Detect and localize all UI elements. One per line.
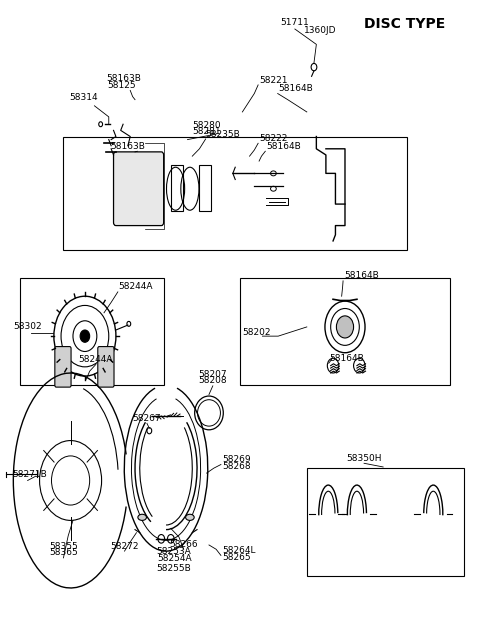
- Text: 58244A: 58244A: [79, 355, 113, 364]
- Text: 58125: 58125: [108, 81, 136, 90]
- Ellipse shape: [138, 514, 146, 520]
- Bar: [240, 278, 450, 385]
- FancyBboxPatch shape: [114, 152, 164, 226]
- Text: 58207: 58207: [199, 370, 227, 378]
- Bar: [199, 165, 211, 212]
- Bar: [21, 278, 164, 385]
- Text: 58265: 58265: [222, 553, 251, 562]
- Text: 58208: 58208: [199, 376, 227, 385]
- Bar: [63, 136, 407, 250]
- Text: 58222: 58222: [259, 135, 288, 143]
- Text: 58253A: 58253A: [157, 547, 192, 556]
- FancyBboxPatch shape: [55, 347, 71, 387]
- Circle shape: [336, 316, 354, 338]
- Text: 58268: 58268: [222, 462, 251, 471]
- Text: 58281: 58281: [192, 127, 221, 136]
- Text: 58314: 58314: [69, 93, 98, 102]
- Ellipse shape: [186, 514, 194, 520]
- Text: 58254A: 58254A: [157, 555, 192, 563]
- Text: 58365: 58365: [49, 549, 78, 557]
- Text: 51711: 51711: [280, 18, 309, 27]
- Text: 58355: 58355: [49, 542, 78, 550]
- Text: 58272: 58272: [110, 542, 139, 550]
- Text: 58164B: 58164B: [330, 354, 364, 363]
- Text: 58266: 58266: [169, 540, 198, 549]
- Text: 58269: 58269: [222, 455, 251, 464]
- Text: 58164B: 58164B: [344, 271, 379, 280]
- Text: 58350H: 58350H: [347, 453, 382, 463]
- Circle shape: [80, 330, 90, 342]
- Text: 58264L: 58264L: [222, 546, 255, 555]
- Text: 58267: 58267: [132, 414, 161, 423]
- Text: 58164B: 58164B: [266, 143, 301, 151]
- Text: 58163B: 58163B: [107, 74, 142, 83]
- Text: 58255B: 58255B: [157, 564, 192, 573]
- Text: 58202: 58202: [242, 328, 271, 337]
- Text: 58221: 58221: [259, 76, 288, 85]
- Bar: [171, 165, 183, 212]
- Text: 58235B: 58235B: [205, 130, 240, 139]
- Text: 58163B: 58163B: [110, 142, 145, 151]
- Text: 58280: 58280: [192, 122, 221, 130]
- FancyBboxPatch shape: [98, 347, 114, 387]
- Text: 58271B: 58271B: [12, 470, 47, 479]
- Text: 1360JD: 1360JD: [303, 25, 336, 35]
- Text: DISC TYPE: DISC TYPE: [364, 17, 445, 31]
- Text: 58302: 58302: [13, 322, 41, 331]
- Text: 58244A: 58244A: [118, 283, 153, 291]
- Text: 58164B: 58164B: [279, 84, 313, 93]
- Bar: [307, 468, 464, 576]
